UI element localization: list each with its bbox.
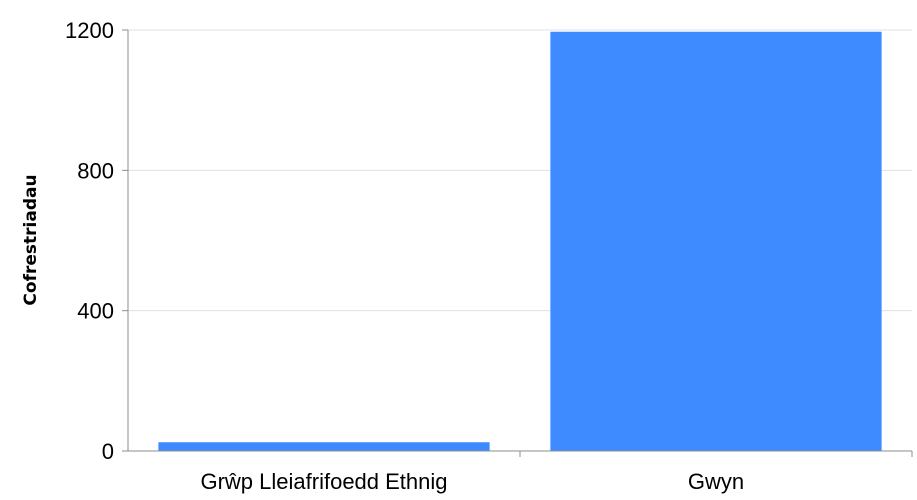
x-category-label: Gwyn [688,469,744,494]
y-tick-label: 400 [77,299,114,324]
y-tick-labels: 0 400 800 1200 [65,18,114,464]
axes [122,29,913,457]
x-category-label: Grŵp Lleiafrifoedd Ethnig [200,469,447,494]
y-tick-label: 1200 [65,18,114,43]
bars [158,31,882,452]
bar [550,31,882,452]
bar [158,442,490,451]
y-tick-label: 800 [77,158,114,183]
y-axis-title: Cofrestriadau [21,174,41,305]
x-category-labels: Grŵp Lleiafrifoedd Ethnig Gwyn [200,469,744,494]
y-tick-label: 0 [102,439,114,464]
